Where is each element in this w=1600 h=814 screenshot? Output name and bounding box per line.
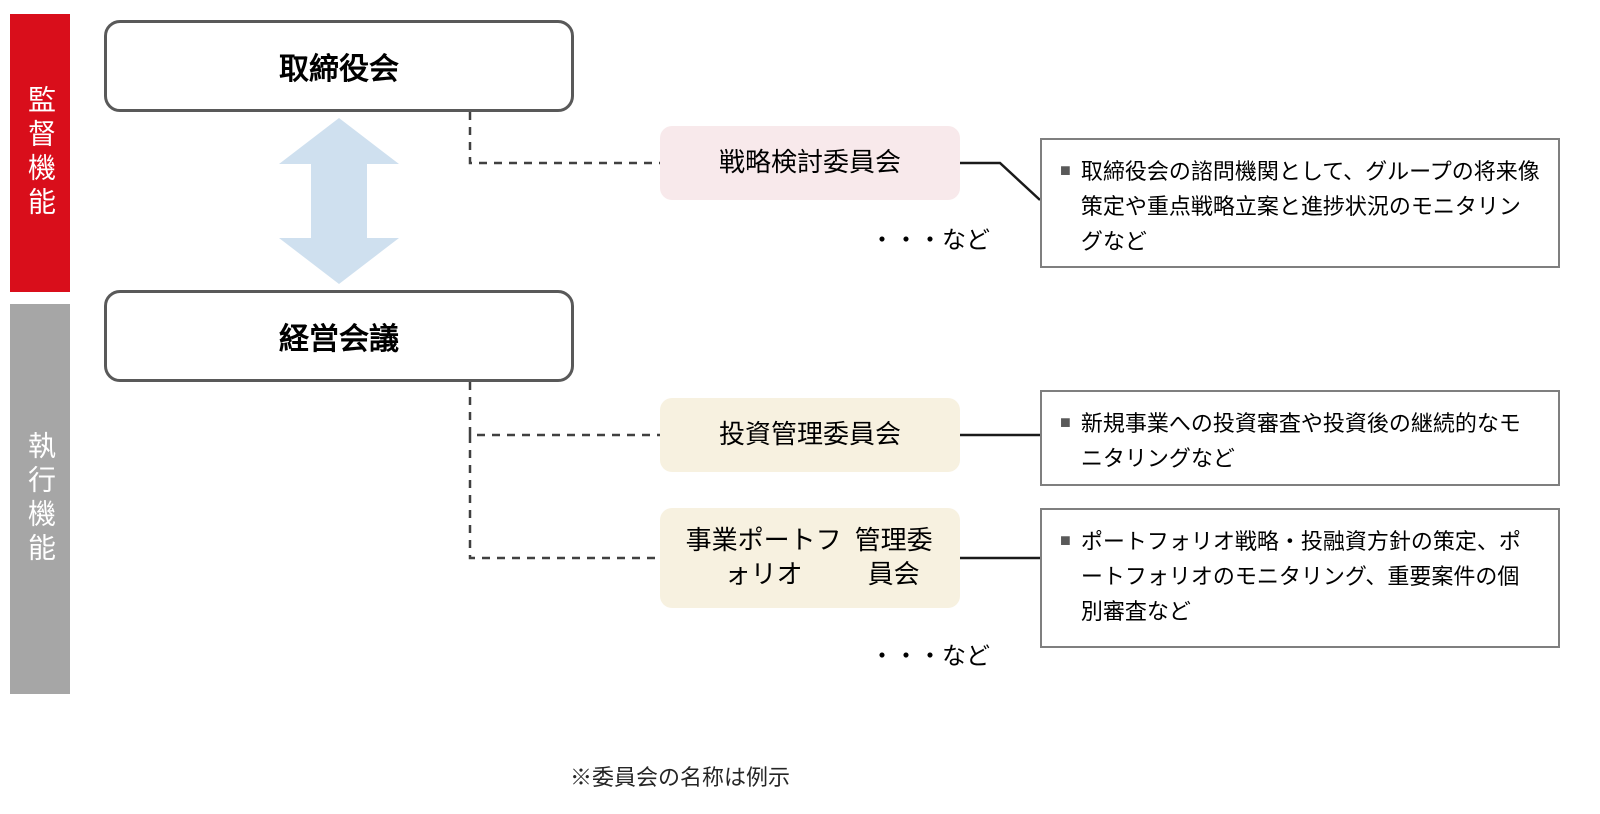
desc-text: 新規事業への投資審査や投資後の継続的なモニタリングなど <box>1081 406 1540 470</box>
desc-investment: ■ 新規事業への投資審査や投資後の継続的なモニタリングなど <box>1040 390 1560 486</box>
box-management-meeting: 経営会議 <box>104 290 574 382</box>
committee-strategy: 戦略検討委員会 <box>660 126 960 200</box>
committee-investment: 投資管理委員会 <box>660 398 960 472</box>
desc-text: 取締役会の諮問機関として、グループの将来像策定や重点戦略立案と進捗状況のモニタリ… <box>1081 154 1540 252</box>
side-label-executive: 執行機能 <box>10 304 70 694</box>
committee-portfolio: 事業ポートフォリオ管理委員会 <box>660 508 960 608</box>
etc-label: ・・・など <box>870 636 990 671</box>
desc-portfolio: ■ ポートフォリオ戦略・投融資方針の策定、ポートフォリオのモニタリング、重要案件… <box>1040 508 1560 648</box>
diagram-canvas: 監督機能 執行機能 取締役会 経営会議 戦略検討委員会 投資管理委員会 事業ポー… <box>0 0 1600 814</box>
desc-strategy: ■ 取締役会の諮問機関として、グループの将来像策定や重点戦略立案と進捗状況のモニ… <box>1040 138 1560 268</box>
desc-text: ポートフォリオ戦略・投融資方針の策定、ポートフォリオのモニタリング、重要案件の個… <box>1081 524 1540 632</box>
etc-label: ・・・など <box>870 220 990 255</box>
bullet-icon: ■ <box>1060 154 1071 252</box>
box-board: 取締役会 <box>104 20 574 112</box>
footnote: ※委員会の名称は例示 <box>570 760 790 792</box>
bullet-icon: ■ <box>1060 406 1071 470</box>
side-label-supervisory: 監督機能 <box>10 14 70 292</box>
bullet-icon: ■ <box>1060 524 1071 632</box>
